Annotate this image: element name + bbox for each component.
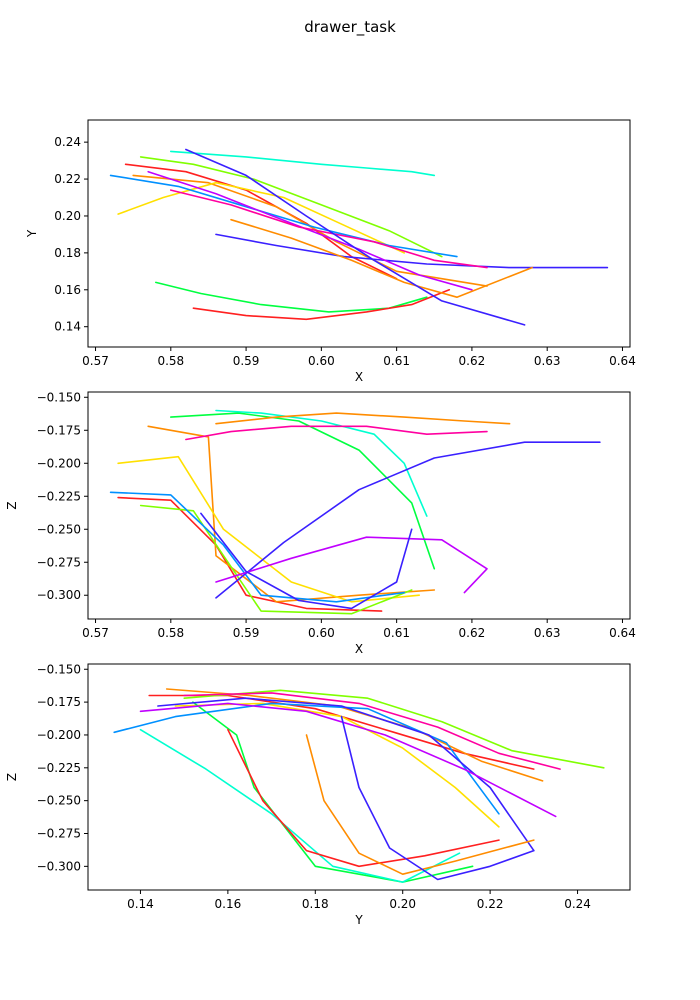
trajectory-line-3 (183, 689, 605, 769)
trajectory-line-2 (174, 702, 500, 828)
y-tick-label: −0.225 (37, 761, 81, 775)
trajectory-line-6 (113, 702, 500, 815)
x-tick-label: 0.58 (157, 354, 184, 368)
trajectory-line-8 (147, 170, 473, 291)
trajectory-line-5 (170, 150, 436, 177)
trajectory-line-9 (170, 189, 488, 269)
y-axis-label: Z (5, 773, 19, 781)
y-axis-label: Z (5, 501, 19, 509)
trajectory-line-1 (147, 425, 436, 603)
x-tick-label: 0.60 (308, 626, 335, 640)
subplot-x-vs-z: 0.57 0.58 0.59 0.60 0.61 0.62 0.63 0.64 −0.300 −0… (5, 390, 636, 656)
trajectory-line-11 (230, 218, 533, 299)
trajectory-line-7 (157, 697, 535, 852)
trajectory-line-3 (139, 156, 443, 258)
trajectory-group (109, 148, 609, 326)
trajectory-line-4 (170, 412, 436, 570)
x-tick-label: 0.57 (82, 626, 109, 640)
y-tick-label: 0.16 (54, 283, 81, 297)
y-tick-label: −0.225 (37, 489, 81, 503)
trajectory-line-0 (117, 496, 383, 612)
trajectory-line-12 (185, 148, 526, 326)
y-tick-label: −0.200 (37, 456, 81, 470)
y-tick-label: 0.24 (54, 135, 81, 149)
x-tick-label: 0.61 (383, 354, 410, 368)
trajectory-group (109, 409, 601, 615)
subplot-y-vs-z: 0.14 0.16 0.18 0.20 0.22 0.24 −0.300 −0.275 −0.2… (5, 662, 631, 927)
plot-frame (87, 391, 631, 620)
x-tick-label: 0.16 (215, 897, 242, 911)
trajectory-line-7 (215, 441, 601, 599)
x-tick-label: 0.18 (302, 897, 329, 911)
y-tick-label: 0.22 (54, 172, 81, 186)
y-tick-label: −0.250 (37, 522, 81, 536)
y-tick-label: 0.14 (54, 320, 81, 334)
trajectory-line-6 (109, 174, 458, 258)
y-tick-label: 0.20 (54, 209, 81, 223)
trajectory-line-9 (185, 425, 488, 441)
y-tick-label: −0.175 (37, 423, 81, 437)
trajectory-line-10 (227, 728, 500, 868)
x-axis-label: X (355, 370, 363, 384)
y-tick-label: −0.275 (37, 827, 81, 841)
trajectory-line-2 (117, 455, 421, 603)
plot-frame (87, 119, 631, 348)
plot-frame (87, 663, 631, 891)
figure-title: drawer_task (304, 18, 396, 37)
trajectory-line-4 (155, 281, 428, 313)
x-tick-label: 0.62 (459, 626, 486, 640)
trajectory-line-5 (215, 409, 428, 517)
y-tick-label: −0.250 (37, 794, 81, 808)
x-axis-label: X (355, 642, 363, 656)
x-tick-label: 0.20 (389, 897, 416, 911)
y-tick-label: −0.275 (37, 555, 81, 569)
trajectory-line-7 (215, 233, 609, 269)
trajectory-line-10 (215, 412, 511, 425)
trajectory-line-6 (109, 491, 406, 603)
y-tick-label: −0.200 (37, 728, 81, 742)
x-axis-label: Y (354, 913, 363, 927)
x-tick-label: 0.14 (127, 897, 154, 911)
x-tick-label: 0.63 (534, 354, 561, 368)
x-tick-label: 0.60 (308, 354, 335, 368)
y-tick-label: −0.150 (37, 662, 81, 676)
trajectory-line-12 (340, 715, 535, 881)
trajectory-line-11 (305, 734, 535, 876)
trajectory-line-5 (139, 728, 461, 883)
x-tick-label: 0.22 (477, 897, 504, 911)
trajectory-line-10 (192, 288, 451, 321)
y-tick-label: −0.300 (37, 588, 81, 602)
x-tick-label: 0.58 (157, 626, 184, 640)
y-tick-label: 0.18 (54, 246, 81, 260)
trajectory-line-9 (183, 692, 561, 770)
trajectory-line-8 (139, 702, 557, 818)
x-tick-label: 0.64 (609, 626, 636, 640)
x-tick-label: 0.59 (233, 626, 260, 640)
x-tick-label: 0.59 (233, 354, 260, 368)
x-tick-label: 0.57 (82, 354, 109, 368)
trajectory-line-2 (117, 181, 406, 254)
trajectory-line-11 (200, 512, 413, 610)
trajectory-line-8 (215, 536, 488, 594)
y-tick-label: −0.175 (37, 695, 81, 709)
x-tick-label: 0.63 (534, 626, 561, 640)
trajectory-line-3 (139, 504, 413, 615)
x-tick-label: 0.64 (609, 354, 636, 368)
x-tick-label: 0.24 (564, 897, 591, 911)
trajectory-group (113, 688, 605, 883)
y-axis-label: Y (25, 229, 39, 238)
x-tick-label: 0.61 (383, 626, 410, 640)
y-tick-label: −0.300 (37, 859, 81, 873)
y-tick-label: −0.150 (37, 390, 81, 404)
x-tick-label: 0.62 (459, 354, 486, 368)
subplot-x-vs-y: 0.57 0.58 0.59 0.60 0.61 0.62 0.63 0.64 0.14 0.16… (25, 119, 636, 384)
